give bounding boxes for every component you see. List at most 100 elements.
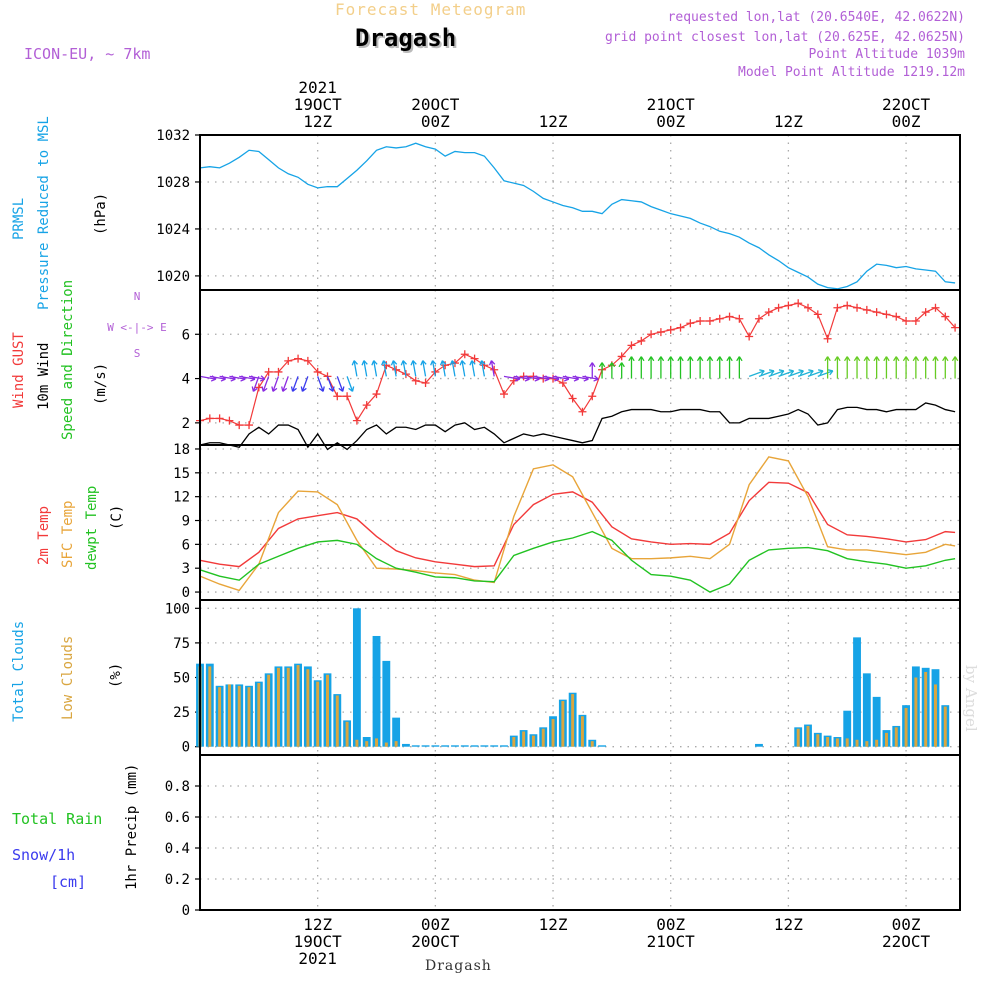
wind-arrow (807, 370, 824, 377)
wind-arrow-head (677, 356, 684, 362)
gust-marker (343, 392, 352, 401)
gust-marker (882, 310, 891, 319)
low-cloud-bar (512, 737, 516, 747)
time-label-bottom: 19OCT (294, 932, 343, 951)
gust-marker (470, 354, 479, 363)
wind-arrow (301, 376, 309, 392)
y-tick-label: 1020 (156, 269, 190, 285)
gust-marker (352, 416, 361, 425)
gust-marker (764, 308, 773, 317)
temp-label-sfc: SFC Temp (60, 501, 76, 568)
low-cloud-bar (257, 683, 261, 747)
gust-marker (205, 414, 214, 423)
wind-arrow-head (657, 356, 665, 362)
wind-arrow (778, 370, 794, 377)
wind-arrow (272, 376, 280, 392)
wind-arrow-head (390, 360, 398, 366)
wind-arrow (346, 376, 354, 392)
total-cloud-bar (872, 696, 881, 747)
low-cloud-bar (884, 732, 888, 747)
low-cloud-bar (865, 741, 869, 747)
total-cloud-bar (402, 743, 410, 747)
y-tick-label: 0 (182, 740, 190, 756)
wind-arrow (503, 375, 520, 380)
wind-arrow-head (593, 375, 599, 382)
y-tick-label: 0.6 (165, 810, 190, 826)
pressure-label-unit: (hPa) (93, 193, 109, 235)
total-cloud-bar (843, 710, 852, 747)
gust-marker (460, 350, 469, 359)
y-tick-label: 12 (173, 490, 190, 506)
y-tick-label: 15 (173, 466, 190, 482)
gust-marker (382, 361, 391, 370)
y-tick-label: 4 (182, 372, 190, 388)
wind-arrow-head (318, 386, 325, 392)
gust-marker (303, 356, 312, 365)
wind-arrow-head (338, 386, 345, 392)
wind-arrow (363, 360, 368, 377)
wind-arrow (471, 360, 476, 377)
temp-label-unit: (C) (109, 505, 125, 530)
footer-location: Dragash (425, 958, 492, 974)
panel-frame (199, 754, 961, 911)
product-title: Forecast Meteogram (335, 0, 527, 19)
wind-arrow (317, 376, 324, 392)
gust-marker (754, 314, 763, 323)
gust-marker (637, 336, 646, 345)
wind-arrow (797, 370, 814, 377)
gust-marker (215, 414, 224, 423)
low-cloud-bar (904, 707, 908, 747)
y-tick-label: 0.2 (165, 872, 190, 888)
wind-arrow-head (667, 356, 674, 362)
gust-marker (843, 301, 852, 310)
total-cloud-bar (853, 637, 861, 747)
wind-arrow-head (922, 356, 929, 362)
wind-arrow (353, 360, 358, 377)
temp-label-dewpt: dewpt Temp (84, 486, 100, 570)
y-tick-label: 9 (182, 514, 190, 530)
wind-arrow-head (834, 356, 841, 362)
time-label-top: 21OCT (647, 95, 696, 114)
wind-arrow (572, 375, 589, 380)
gust-marker (647, 330, 656, 339)
gust-marker (686, 319, 695, 328)
time-label-bottom: 20OCT (411, 932, 460, 951)
time-label-bottom: 00Z (656, 915, 685, 934)
wind-label-dir: Speed and Direction (60, 280, 76, 440)
precip-label-axis: 1hr Precip (mm) (124, 764, 140, 890)
clouds-label-unit: (%) (108, 663, 124, 688)
wind-arrow-head (788, 369, 795, 376)
y-tick-label: 6 (182, 537, 190, 553)
wind-arrow-head (300, 386, 307, 392)
wind-arrow-head (348, 386, 355, 392)
wind-arrow-head (932, 356, 939, 362)
pressure-label-name: PRMSL (11, 198, 27, 240)
wind-arrow-head (824, 356, 831, 362)
wind-arrow (582, 375, 599, 380)
total-cloud-bar (862, 673, 871, 747)
time-label-bottom: 12Z (539, 915, 568, 934)
wind-arrow (326, 376, 334, 392)
y-tick-label: 2 (182, 416, 190, 432)
wind-arrow-head (843, 356, 851, 362)
gust-marker (902, 317, 911, 325)
gust-marker (225, 416, 234, 425)
dewpt-line (199, 530, 956, 593)
gust-marker (323, 372, 332, 381)
gust-marker (441, 361, 450, 370)
low-cloud-bar (875, 739, 879, 747)
total-cloud-bar (490, 745, 499, 747)
wind-arrow (262, 376, 270, 392)
wind-arrow (248, 375, 265, 380)
low-cloud-bar (355, 739, 359, 747)
location-title: Dragash (355, 24, 457, 52)
gust-marker (745, 332, 754, 341)
gust-marker (931, 303, 940, 312)
gust-marker (264, 367, 273, 376)
low-cloud-bar (276, 667, 280, 747)
low-cloud-bar (894, 727, 898, 747)
gust-marker (951, 323, 960, 332)
wind-arrow-head (768, 369, 775, 376)
wind-arrow-head (716, 356, 723, 362)
wind-arrow (768, 370, 785, 377)
